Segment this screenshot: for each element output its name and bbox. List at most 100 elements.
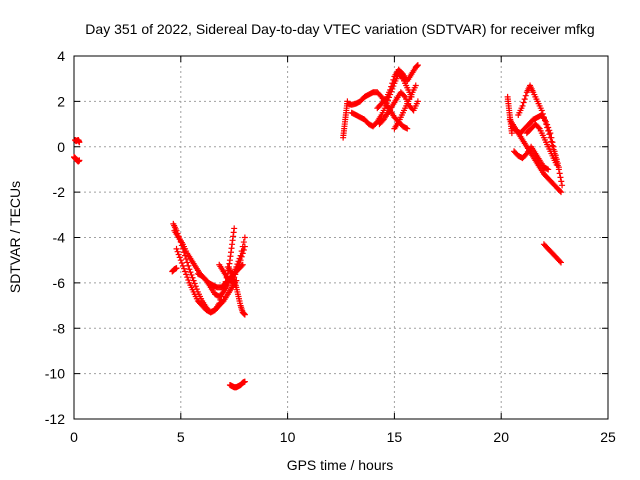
data-point bbox=[558, 178, 565, 185]
data-point bbox=[238, 253, 245, 260]
data-point bbox=[546, 131, 553, 138]
data-point bbox=[548, 138, 555, 145]
data-point bbox=[191, 280, 198, 287]
data-point bbox=[76, 157, 83, 164]
data-point bbox=[538, 107, 545, 114]
x-axis-label: GPS time / hours bbox=[287, 457, 394, 473]
y-tick-label: -4 bbox=[53, 230, 66, 246]
data-point bbox=[184, 274, 191, 281]
data-point bbox=[541, 117, 548, 124]
data-point bbox=[387, 87, 394, 94]
y-tick-label: -2 bbox=[53, 184, 66, 200]
data-point bbox=[553, 161, 560, 168]
data-point bbox=[239, 250, 246, 257]
data-point bbox=[545, 166, 552, 173]
y-tick-label: -10 bbox=[45, 366, 65, 382]
data-point bbox=[188, 271, 195, 278]
x-tick-label: 20 bbox=[493, 429, 509, 445]
y-tick-label: 0 bbox=[57, 139, 65, 155]
data-point bbox=[181, 265, 188, 272]
data-point bbox=[192, 283, 199, 290]
data-point bbox=[185, 277, 192, 284]
data-point bbox=[558, 189, 565, 196]
data-track bbox=[169, 265, 180, 275]
data-point bbox=[233, 268, 240, 275]
data-point bbox=[556, 187, 563, 194]
data-point bbox=[186, 266, 193, 273]
data-point bbox=[173, 265, 180, 272]
data-point bbox=[388, 83, 395, 90]
data-point bbox=[401, 92, 408, 99]
data-point bbox=[535, 124, 542, 131]
data-track bbox=[226, 378, 248, 391]
data-point bbox=[404, 125, 411, 132]
data-point bbox=[179, 262, 186, 269]
data-point bbox=[540, 114, 547, 121]
data-point bbox=[175, 251, 182, 258]
data-point bbox=[237, 257, 244, 264]
y-tick-label: 4 bbox=[57, 48, 65, 64]
y-tick-label: -12 bbox=[45, 411, 65, 427]
y-tick-labels: -12 -10 -8 -6 -4 -2 0 2 4 bbox=[45, 48, 65, 427]
data-track bbox=[71, 153, 83, 165]
data-point bbox=[381, 97, 388, 104]
data-point bbox=[557, 174, 564, 181]
data-point bbox=[240, 239, 247, 246]
x-tick-label: 10 bbox=[280, 429, 296, 445]
data-point bbox=[240, 246, 247, 253]
data-point bbox=[522, 92, 529, 99]
data-track bbox=[523, 121, 560, 168]
data-point bbox=[390, 76, 397, 83]
data-point bbox=[508, 130, 515, 137]
data-marks bbox=[71, 62, 566, 391]
data-point bbox=[235, 262, 242, 269]
data-track bbox=[540, 241, 565, 266]
data-point bbox=[549, 142, 556, 149]
data-point bbox=[520, 99, 527, 106]
y-tick-label: -6 bbox=[53, 275, 66, 291]
data-point bbox=[543, 121, 550, 128]
data-point bbox=[229, 279, 236, 286]
data-point bbox=[547, 134, 554, 141]
data-point bbox=[234, 265, 241, 272]
data-point bbox=[178, 260, 185, 267]
x-tick-labels: 0 5 10 15 20 25 bbox=[70, 429, 616, 445]
data-point bbox=[519, 102, 526, 109]
data-point bbox=[184, 259, 191, 266]
axis-ticks bbox=[73, 55, 609, 420]
x-tick-label: 5 bbox=[177, 429, 185, 445]
data-point bbox=[176, 254, 183, 261]
data-point bbox=[545, 127, 552, 134]
data-point bbox=[556, 258, 563, 265]
data-track bbox=[391, 82, 419, 132]
data-track bbox=[376, 89, 421, 128]
data-point bbox=[230, 277, 237, 284]
data-point bbox=[414, 98, 421, 105]
data-point bbox=[231, 274, 238, 281]
data-track bbox=[374, 62, 421, 112]
data-point bbox=[544, 124, 551, 131]
data-point bbox=[241, 243, 248, 250]
data-point bbox=[241, 311, 248, 318]
data-point bbox=[239, 261, 246, 268]
x-tick-label: 15 bbox=[387, 429, 403, 445]
data-track bbox=[72, 136, 83, 146]
data-point bbox=[556, 170, 563, 177]
y-tick-label: -8 bbox=[53, 320, 66, 336]
data-point bbox=[174, 248, 181, 255]
data-point bbox=[76, 139, 83, 146]
data-point bbox=[232, 271, 239, 278]
data-point bbox=[558, 259, 565, 266]
data-point bbox=[389, 80, 396, 87]
data-point bbox=[382, 102, 389, 109]
data-point bbox=[189, 274, 196, 281]
data-point bbox=[555, 166, 562, 173]
data-point bbox=[187, 269, 194, 276]
data-point bbox=[412, 82, 419, 89]
data-point bbox=[231, 225, 238, 232]
data-track bbox=[216, 243, 248, 286]
chart-title: Day 351 of 2022, Sidereal Day-to-day VTE… bbox=[85, 21, 594, 37]
grid-lines bbox=[74, 56, 608, 419]
data-point bbox=[190, 277, 197, 284]
